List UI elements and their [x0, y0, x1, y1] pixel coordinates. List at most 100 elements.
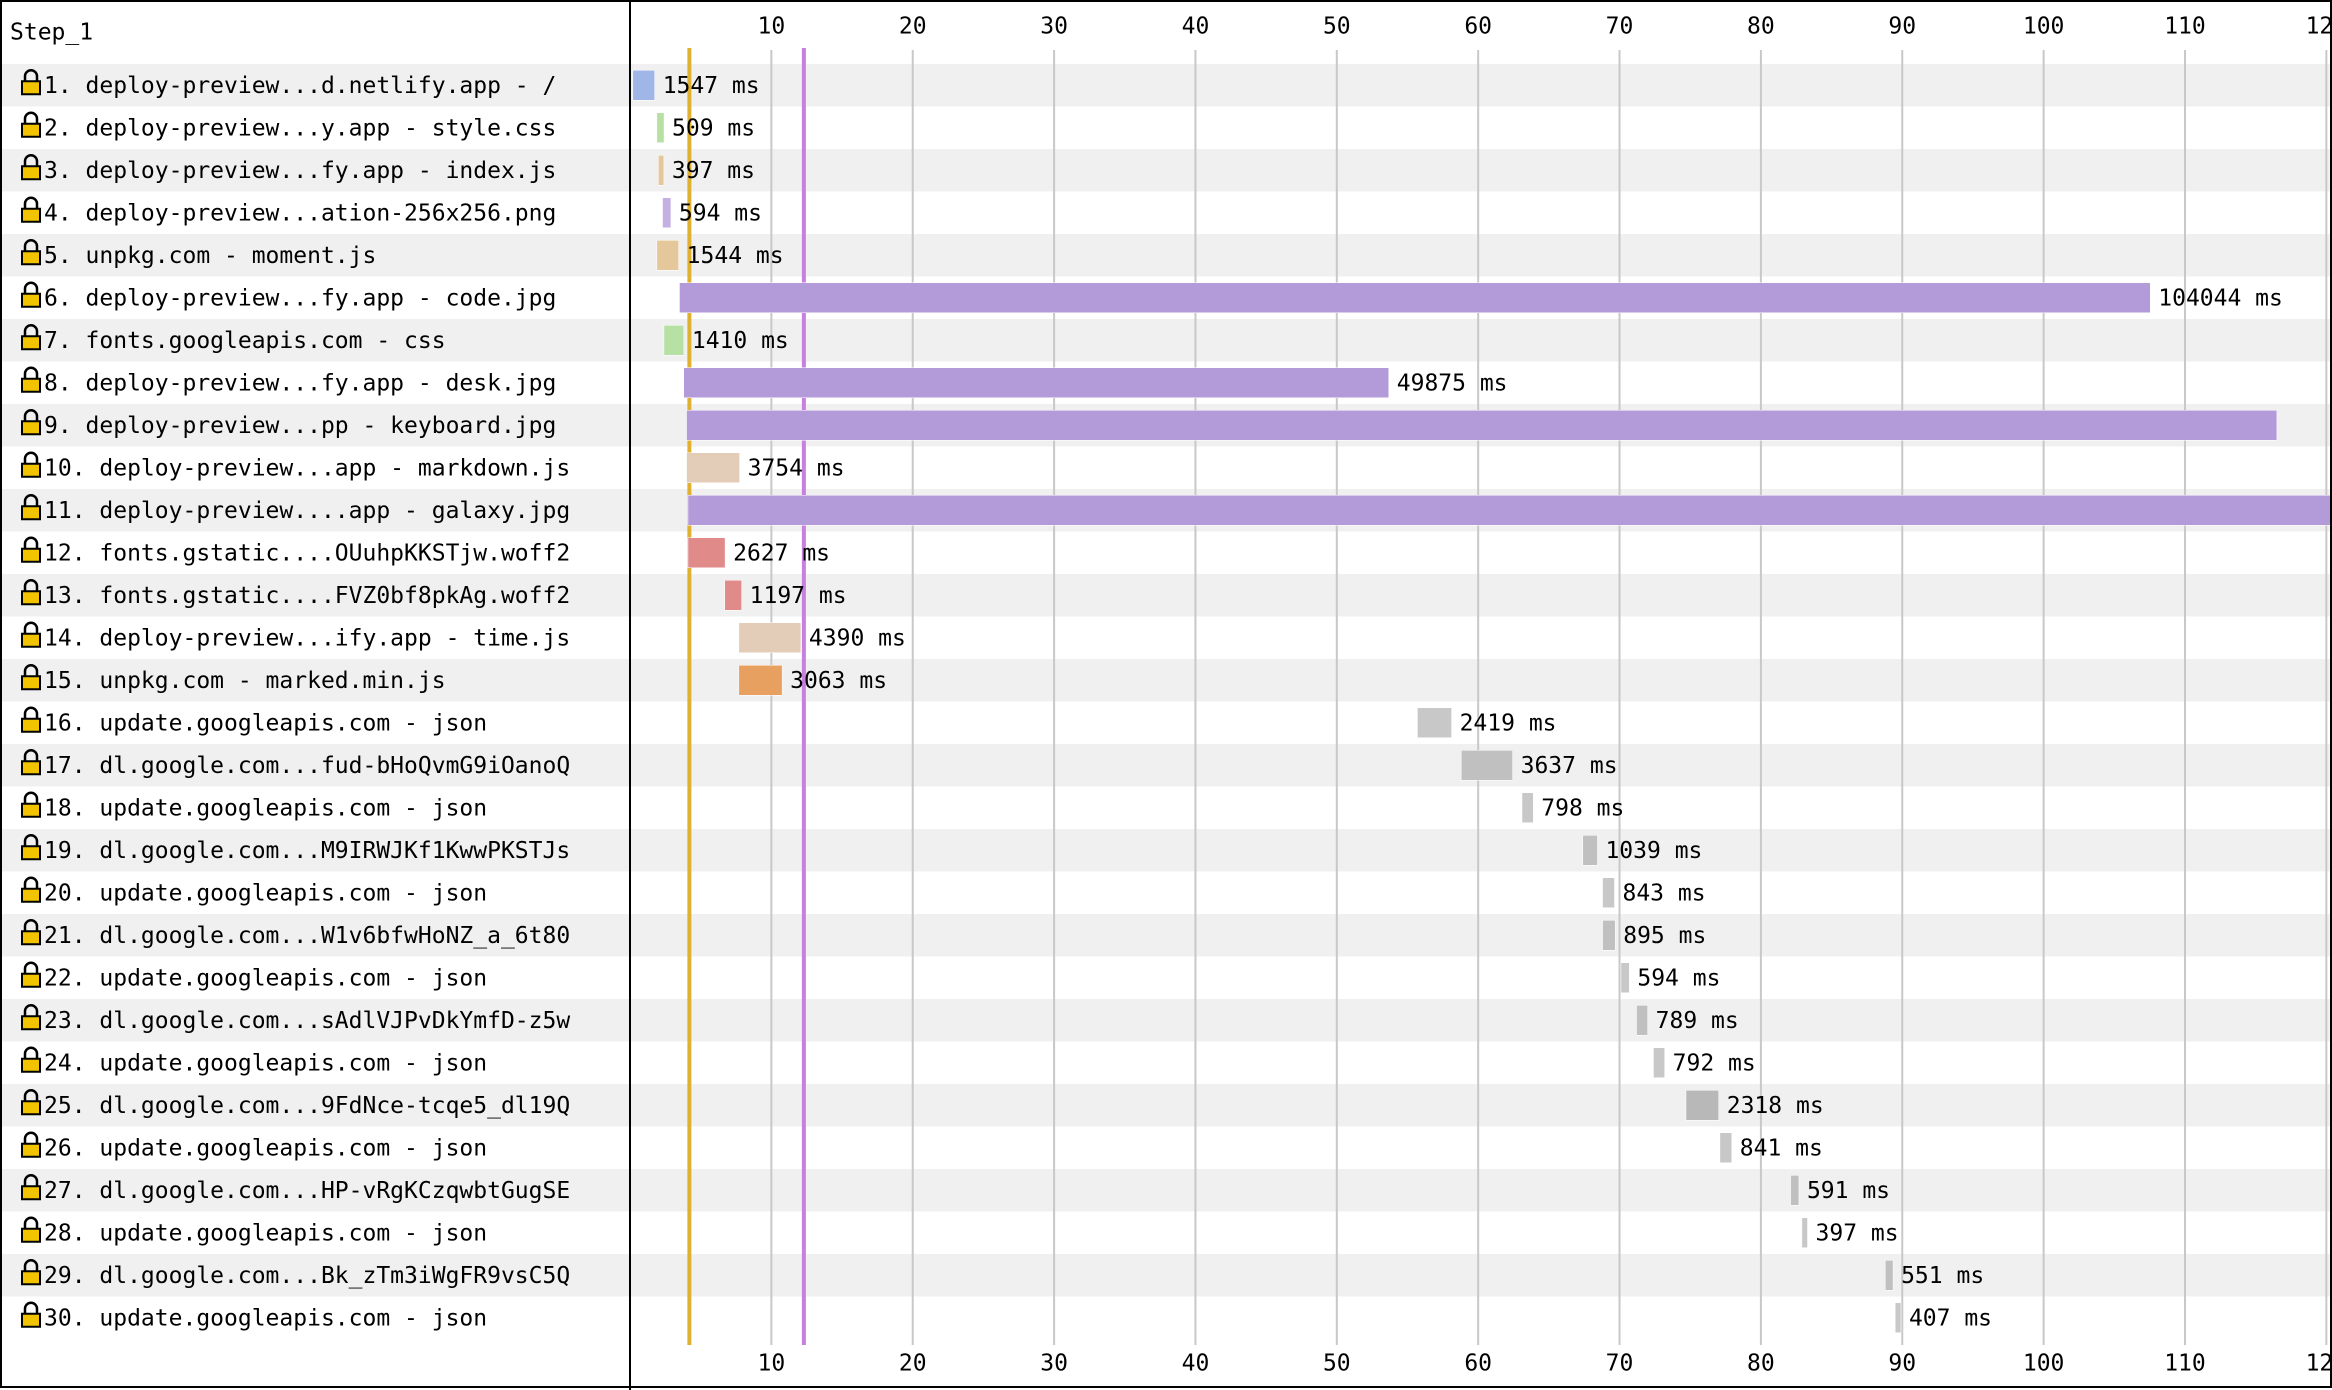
lock-shackle	[23, 281, 39, 294]
request-label: 19. dl.google.com...M9IRWJKf1KwwPKSTJs	[44, 838, 570, 864]
request-label: 1. deploy-preview...d.netlify.app - /	[44, 73, 556, 99]
lock-body	[21, 632, 41, 648]
request-label: 9. deploy-preview...pp - keyboard.jpg	[44, 413, 556, 439]
x-tick-label: 120	[2306, 14, 2332, 40]
duration-label: 841 ms	[1740, 1135, 1823, 1161]
request-bar	[1894, 1302, 1902, 1333]
request-bar	[1417, 707, 1452, 738]
lock-shackle	[23, 706, 39, 719]
lock-body	[21, 505, 41, 521]
request-bar	[686, 410, 2278, 441]
lock-body	[21, 675, 41, 691]
plot-area: 10 10 20 20 30 30 40 40 50 50 60 60 70 70 80 80 90 90 100 1…	[632, 14, 2332, 1377]
duration-label: 591 ms	[1807, 1178, 1890, 1204]
row-stripe	[0, 829, 2332, 872]
duration-label: 1544 ms	[687, 243, 784, 269]
lock-shackle	[23, 1089, 39, 1102]
request-label: 23. dl.google.com...sAdlVJPvDkYmfD-z5w	[44, 1008, 570, 1034]
request-label: 14. deploy-preview...ify.app - time.js	[44, 625, 570, 651]
request-bar	[724, 580, 742, 611]
lock-body	[21, 1270, 41, 1286]
duration-label: 509 ms	[672, 115, 755, 141]
row-stripe	[0, 1169, 2332, 1212]
duration-label: 1547 ms	[663, 73, 760, 99]
lock-shackle	[23, 876, 39, 889]
request-label: 8. deploy-preview...fy.app - desk.jpg	[44, 370, 556, 396]
duration-label: 3637 ms	[1521, 753, 1618, 779]
lock-shackle	[23, 1046, 39, 1059]
request-bar	[686, 452, 740, 483]
lock-shackle	[23, 579, 39, 592]
x-tick-label-bottom: 30	[1040, 1351, 1068, 1377]
request-bar	[1790, 1175, 1800, 1206]
x-tick-label: 90	[1888, 14, 1916, 40]
lock-body	[21, 80, 41, 96]
request-label: 4. deploy-preview...ation-256x256.png	[44, 200, 556, 226]
lock-body	[21, 1185, 41, 1201]
duration-label: 594 ms	[1637, 965, 1720, 991]
lock-shackle	[23, 1004, 39, 1017]
lock-shackle	[23, 494, 39, 507]
x-tick-label-bottom: 70	[1606, 1351, 1634, 1377]
lock-shackle	[23, 154, 39, 167]
x-tick-label-bottom: 40	[1182, 1351, 1210, 1377]
row-stripe	[0, 1084, 2332, 1127]
row-stripe	[0, 659, 2332, 702]
request-label: 16. update.googleapis.com - json	[44, 710, 487, 736]
lock-shackle	[23, 834, 39, 847]
x-tick-label: 110	[2164, 14, 2206, 40]
duration-label: 792 ms	[1673, 1050, 1756, 1076]
lock-body	[21, 335, 41, 351]
duration-label: 4390 ms	[809, 625, 906, 651]
request-label: 21. dl.google.com...W1v6bfwHoNZ_a_6t80	[44, 923, 570, 949]
row-stripe	[0, 234, 2332, 277]
x-tick-label: 80	[1747, 14, 1775, 40]
lock-body	[21, 760, 41, 776]
lock-shackle	[23, 1174, 39, 1187]
x-tick-label: 50	[1323, 14, 1351, 40]
row-stripe	[0, 574, 2332, 617]
lock-shackle	[23, 664, 39, 677]
duration-label: 843 ms	[1622, 880, 1705, 906]
request-bar	[1620, 962, 1630, 993]
request-bar	[663, 325, 685, 356]
duration-label: 397 ms	[1816, 1220, 1899, 1246]
lock-body	[21, 845, 41, 861]
request-label: 5. unpkg.com - moment.js	[44, 243, 376, 269]
lock-shackle	[23, 1301, 39, 1314]
request-bar	[1460, 750, 1513, 781]
row-stripe	[0, 319, 2332, 362]
lock-shackle	[23, 324, 39, 337]
x-tick-label-bottom: 120	[2306, 1351, 2332, 1377]
lock-shackle	[23, 409, 39, 422]
lock-shackle	[23, 69, 39, 82]
request-label: 30. update.googleapis.com - json	[44, 1305, 487, 1331]
lock-shackle	[23, 749, 39, 762]
lock-body	[21, 1100, 41, 1116]
request-bar	[1801, 1217, 1808, 1248]
request-bar	[1719, 1132, 1733, 1163]
request-bar	[1636, 1005, 1648, 1036]
request-label: 29. dl.google.com...Bk_zTm3iWgFR9vsC5Q	[44, 1263, 570, 1289]
x-tick-label-bottom: 10	[758, 1351, 786, 1377]
x-tick-label: 100	[2023, 14, 2065, 40]
duration-label: 798 ms	[1541, 795, 1624, 821]
request-label: 25. dl.google.com...9FdNce-tcqe5_dl19Q	[44, 1093, 570, 1119]
duration-label: 551 ms	[1901, 1263, 1984, 1289]
lock-body	[21, 462, 41, 478]
lock-shackle	[23, 791, 39, 804]
lock-body	[21, 590, 41, 606]
request-label: 7. fonts.googleapis.com - css	[44, 328, 446, 354]
request-bar	[1602, 920, 1616, 951]
duration-label: 2627 ms	[733, 540, 830, 566]
lock-body	[21, 802, 41, 818]
request-label: 27. dl.google.com...HP-vRgKCzqwbtGugSE	[44, 1178, 570, 1204]
x-tick-label-bottom: 110	[2164, 1351, 2206, 1377]
x-tick-label-bottom: 80	[1747, 1351, 1775, 1377]
x-tick-label-bottom: 20	[899, 1351, 927, 1377]
lock-shackle	[23, 239, 39, 252]
duration-label: 594 ms	[679, 200, 762, 226]
request-bar	[658, 155, 665, 186]
request-bar	[687, 495, 2332, 526]
